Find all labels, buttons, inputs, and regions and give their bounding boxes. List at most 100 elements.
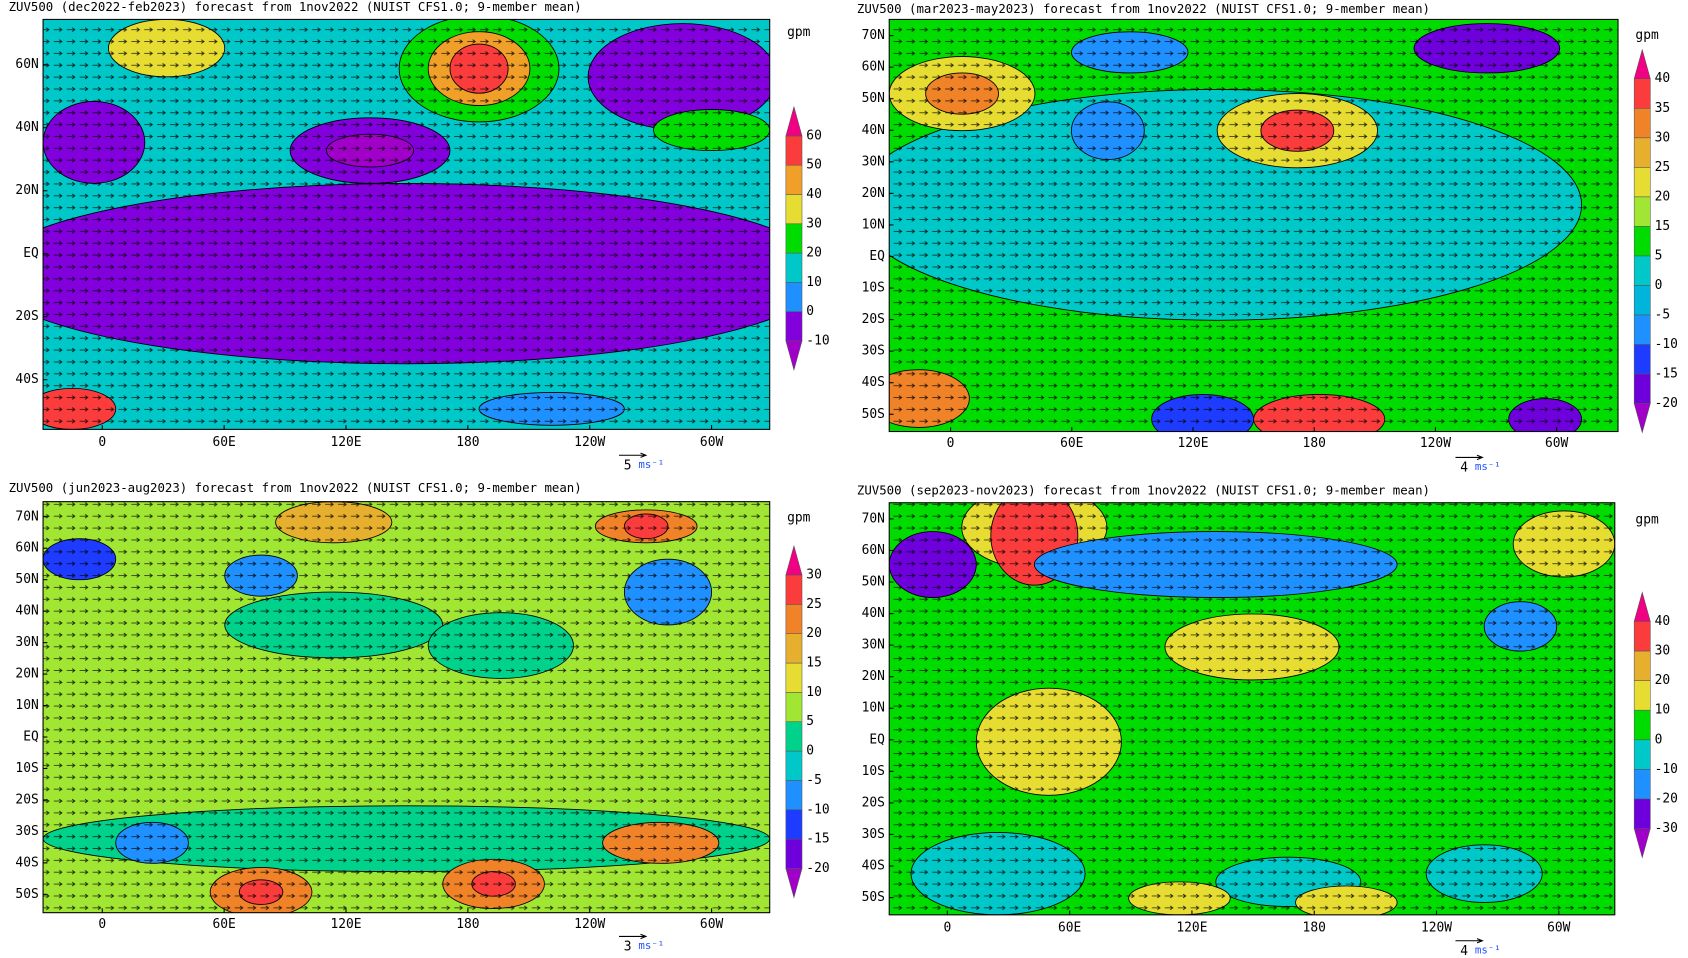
colorbar-label: 40: [1655, 614, 1671, 629]
colorbar-segment: [785, 780, 803, 811]
lat-label: 70N: [862, 28, 885, 43]
colorbar-segment: [785, 692, 803, 723]
colorbar-end: [1633, 48, 1651, 80]
colorbar-segment: [1633, 769, 1651, 800]
colorbar-segment: [785, 721, 803, 752]
panel: ZUV500 (mar2023-may2023) forecast from 1…: [857, 1, 1678, 476]
colorbar-label: 20: [1655, 189, 1671, 204]
colorbar-label: -20: [1655, 396, 1678, 411]
lat-label: 30N: [15, 635, 38, 650]
lon-label: 180: [1303, 436, 1326, 451]
colorbar-segment: [785, 282, 803, 312]
colorbar-label: -15: [806, 832, 829, 847]
units-label: gpm: [787, 25, 811, 40]
colorbar-segment: [785, 809, 803, 840]
lat-label: 20N: [15, 183, 38, 198]
lon-label: 120W: [574, 917, 605, 932]
lon-label: 120W: [574, 435, 605, 450]
colorbar-segment: [1633, 196, 1651, 227]
colorbar-end: [785, 340, 803, 372]
colorbar-label: 0: [1655, 732, 1663, 747]
lat-label: 40S: [862, 375, 885, 390]
colorbar-segment: [1633, 680, 1651, 711]
colorbar-label: 20: [806, 246, 822, 261]
vector-scale-unit: ms⁻¹: [638, 458, 664, 471]
colorbar-label: 25: [806, 597, 822, 612]
lat-label: 30S: [862, 827, 885, 842]
colorbar-segment: [785, 311, 803, 342]
colorbar-segment: [1633, 285, 1651, 316]
lon-label: 60E: [212, 435, 235, 450]
colorbar-end: [785, 868, 803, 899]
panel: ZUV500 (sep2023-nov2023) forecast from 1…: [857, 482, 1678, 958]
vector-scale-arrow: [619, 933, 648, 940]
colorbar-segment: [1633, 344, 1651, 375]
colorbar-label: 25: [1655, 160, 1671, 175]
colorbar-segment: [785, 252, 803, 283]
wind-vectors: [889, 19, 1619, 432]
colorbar-segment: [785, 164, 803, 195]
map-field: [43, 19, 770, 430]
vector-scale-arrow: [1455, 454, 1484, 461]
colorbar-label: 50: [806, 158, 822, 173]
colorbar-label: -10: [806, 802, 829, 817]
lat-label: 40N: [15, 120, 38, 135]
colorbar-segment: [1633, 314, 1651, 345]
colorbar-label: 40: [806, 187, 822, 202]
colorbar-label: -5: [806, 773, 822, 788]
vector-scale-arrow: [619, 452, 648, 458]
colorbar-segment: [1633, 739, 1651, 770]
lat-label: 50N: [862, 575, 885, 590]
panel-title: ZUV500 (jun2023-aug2023) forecast from 1…: [9, 480, 582, 495]
lat-label: 10N: [862, 701, 885, 716]
lat-label: 50S: [862, 890, 885, 905]
lat-label: 40S: [15, 855, 38, 870]
wind-vectors: [43, 19, 770, 430]
lat-label: 20S: [15, 309, 38, 324]
lat-label: 40S: [862, 859, 885, 874]
lat-label: 40N: [862, 606, 885, 621]
lon-label: 120E: [330, 917, 361, 932]
colorbar-label: -5: [1655, 307, 1671, 322]
colorbar-label: 30: [806, 216, 822, 231]
colorbar-end: [1633, 828, 1651, 859]
lon-label: 60W: [700, 917, 724, 932]
colorbar-label: 30: [1655, 130, 1671, 145]
colorbar-end: [1633, 591, 1651, 622]
colorbar-label: -15: [1655, 366, 1678, 381]
lat-label: 70N: [15, 509, 38, 524]
vector-scale-value: 5: [624, 459, 632, 474]
lat-label: 10S: [862, 281, 885, 296]
colorbar-label: 10: [806, 275, 822, 290]
colorbar-label: 35: [1655, 101, 1671, 116]
colorbar-segment: [1633, 373, 1651, 404]
colorbar-label: 10: [1655, 703, 1671, 718]
colorbar-label: -20: [1655, 791, 1678, 806]
lat-label: 10S: [862, 764, 885, 779]
lat-label: 30S: [862, 344, 885, 359]
map-field: [889, 19, 1619, 432]
lat-label: 60N: [15, 57, 38, 72]
colorbar-segment: [1633, 709, 1651, 741]
lat-label: 10S: [15, 761, 38, 776]
map-frame: [42, 501, 771, 914]
colorbar-label: 20: [1655, 673, 1671, 688]
colorbar-segment: [1633, 78, 1651, 109]
lat-label: 50S: [15, 887, 38, 902]
lon-label: 60W: [1547, 920, 1571, 935]
lon-label: 120E: [330, 435, 361, 450]
lon-label: 60W: [700, 435, 724, 450]
units-label: gpm: [787, 510, 811, 525]
map-field: [889, 502, 1615, 915]
lon-label: 0: [947, 436, 955, 451]
lon-label: 120W: [1421, 920, 1452, 935]
colorbar-label: 20: [806, 626, 822, 641]
lat-label: 20S: [862, 312, 885, 327]
lon-label: 60E: [212, 917, 235, 932]
panel-title: ZUV500 (mar2023-may2023) forecast from 1…: [857, 1, 1430, 16]
colorbar-label: 0: [806, 744, 814, 759]
lon-label: 0: [98, 917, 106, 932]
lat-label: 70N: [862, 511, 885, 526]
panel-title: ZUV500 (sep2023-nov2023) forecast from 1…: [857, 482, 1430, 497]
colorbar-label: 15: [806, 656, 822, 671]
